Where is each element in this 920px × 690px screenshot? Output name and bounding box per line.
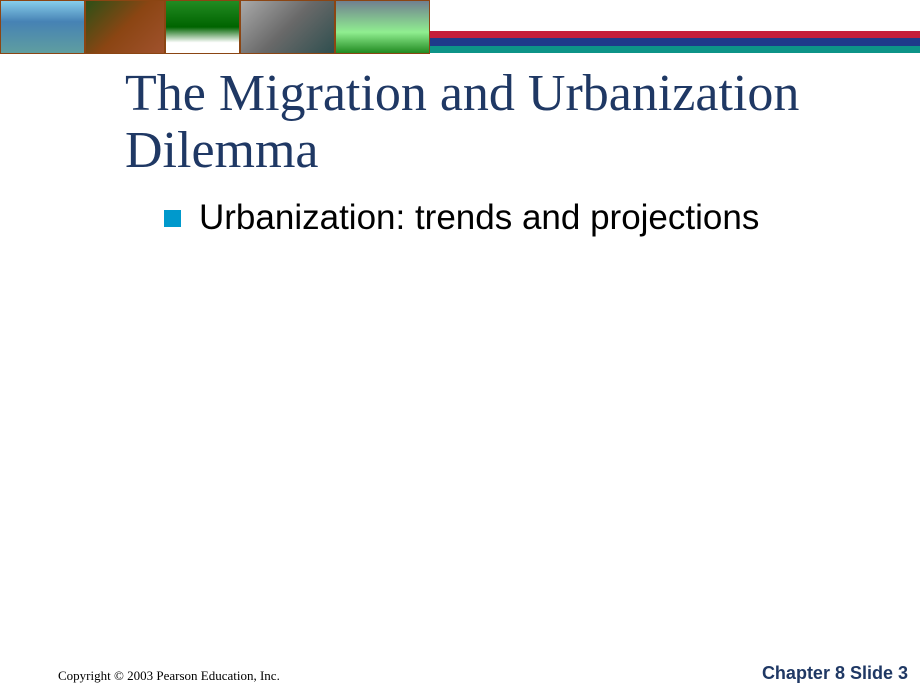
- bullet-item: Urbanization: trends and projections: [164, 198, 759, 238]
- slide-title: The Migration and Urbanization Dilemma: [125, 65, 885, 179]
- footer: Copyright © 2003 Pearson Education, Inc.…: [0, 663, 920, 684]
- bullet-text: Urbanization: trends and projections: [199, 198, 759, 238]
- header-image-market: [85, 0, 165, 54]
- header-image-vendor: [165, 0, 240, 54]
- header-image-construction: [240, 0, 335, 54]
- header-image-band: [0, 0, 440, 54]
- header-image-skyline: [0, 0, 85, 54]
- header-image-workers: [335, 0, 430, 54]
- copyright-text: Copyright © 2003 Pearson Education, Inc.: [58, 668, 280, 684]
- bullet-marker-icon: [164, 210, 181, 227]
- bullet-list: Urbanization: trends and projections: [164, 198, 759, 238]
- chapter-slide-label: Chapter 8 Slide 3: [762, 663, 908, 684]
